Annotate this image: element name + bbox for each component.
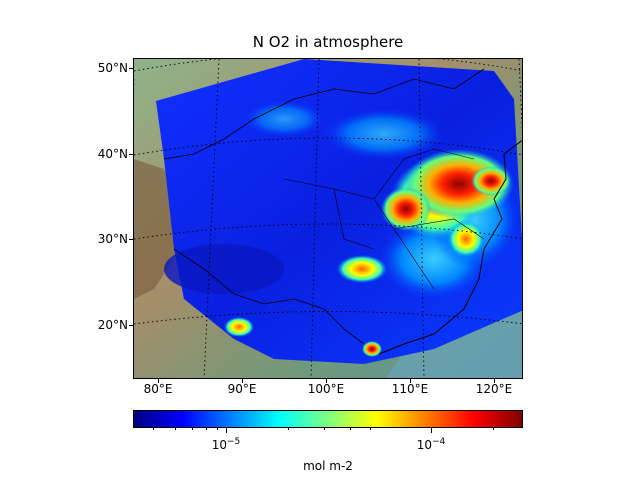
hotspot-west-plain bbox=[381, 187, 431, 231]
colorbar-minor-tick bbox=[217, 428, 218, 430]
lon-label-100: 100°E bbox=[307, 382, 345, 396]
hotspot-shandong bbox=[471, 166, 511, 196]
lon-tick bbox=[326, 379, 327, 383]
hotspot-sichuan-basin bbox=[337, 255, 387, 283]
colorbar-minor-tick bbox=[175, 428, 176, 430]
colorbar-tick bbox=[431, 428, 432, 433]
low-plateau-region bbox=[164, 244, 284, 294]
hotspot-south-west bbox=[224, 317, 254, 337]
colorbar-tick bbox=[226, 428, 227, 433]
lat-label-50: 50°N bbox=[97, 61, 128, 75]
lon-label-120: 120°E bbox=[475, 382, 513, 396]
national-border-south bbox=[173, 248, 365, 345]
north-moderate-region bbox=[324, 109, 444, 159]
graticule bbox=[134, 59, 522, 378]
map-panel bbox=[133, 58, 523, 379]
northwest-moderate-region bbox=[244, 101, 324, 137]
lon-label-110: 110°E bbox=[391, 382, 429, 396]
lon-tick bbox=[242, 379, 243, 383]
province-borders bbox=[283, 148, 485, 290]
national-border-north bbox=[163, 68, 485, 160]
colorbar-minor-tick bbox=[324, 428, 325, 430]
lon-label-90: 90°E bbox=[227, 382, 257, 396]
chart-title: N O2 in atmosphere bbox=[252, 33, 404, 51]
colorbar bbox=[133, 410, 523, 428]
colorbar-minor-tick bbox=[370, 428, 371, 430]
colorbar-label-1e-5: 10−5 bbox=[211, 437, 241, 452]
lat-label-40: 40°N bbox=[97, 147, 128, 161]
colorbar-minor-tick bbox=[206, 428, 207, 430]
colorbar-minor-tick bbox=[153, 428, 154, 430]
colorbar-minor-tick bbox=[493, 428, 494, 430]
colorbar-minor-tick bbox=[288, 428, 289, 430]
no2-map bbox=[134, 59, 522, 378]
coastline bbox=[378, 139, 522, 355]
lat-tick bbox=[129, 68, 133, 69]
lat-tick bbox=[129, 154, 133, 155]
lat-label-30: 30°N bbox=[97, 232, 128, 246]
lon-label-80: 80°E bbox=[143, 382, 173, 396]
hotspot-yangtze bbox=[448, 221, 484, 257]
lat-label-20: 20°N bbox=[97, 318, 128, 332]
lon-tick bbox=[158, 379, 159, 383]
colorbar-unit-label: mol m-2 bbox=[303, 459, 353, 473]
lat-tick bbox=[129, 325, 133, 326]
colorbar-label-1e-4: 10−4 bbox=[416, 437, 446, 452]
colorbar-minor-tick bbox=[350, 428, 351, 430]
lat-tick bbox=[129, 239, 133, 240]
lon-tick bbox=[494, 379, 495, 383]
lon-tick bbox=[410, 379, 411, 383]
colorbar-minor-tick bbox=[192, 428, 193, 430]
hotspot-pearl-river-delta bbox=[362, 341, 382, 357]
